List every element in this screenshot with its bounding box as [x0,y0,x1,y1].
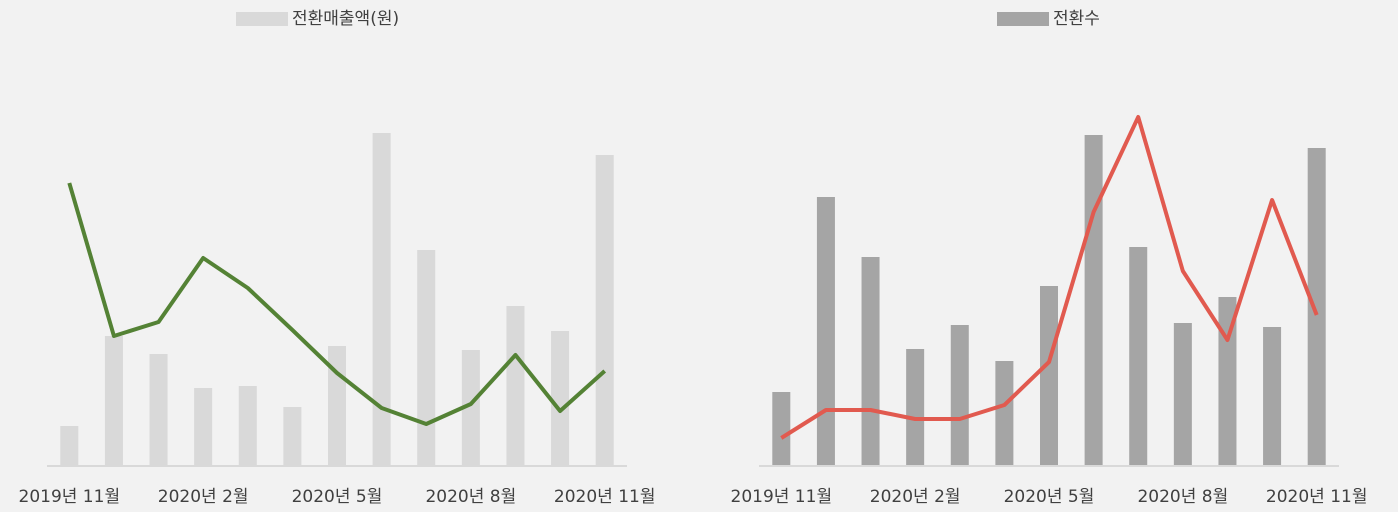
bar [906,349,925,466]
legend-label: 전환매출액(원) [292,9,399,29]
legend-label: 전환수 [1053,9,1100,29]
bar [1173,323,1192,466]
legend-swatch [997,12,1049,26]
x-tick-label: 2020년 11월 [1266,487,1368,507]
bar [995,361,1014,466]
line [67,182,607,426]
bar [861,257,880,466]
bar [1040,286,1058,466]
bar [60,426,79,466]
x-tick-label: 2019년 11월 [19,487,121,507]
bar [149,354,168,466]
x-tick-label: 2020년 5월 [292,487,383,507]
bar [1263,327,1282,466]
bar [1084,135,1103,466]
bar [1129,247,1148,466]
bar [104,336,123,466]
x-tick-label: 2020년 2월 [158,487,249,507]
legend-swatch [236,12,288,26]
bar [950,325,969,466]
bar [506,306,525,466]
bar [283,407,302,466]
bar [372,133,391,466]
bar [551,331,570,466]
x-tick-label: 2020년 2월 [870,487,961,507]
line [780,115,1319,440]
x-tick-label: 2019년 11월 [731,487,833,507]
x-tick-label: 2020년 11월 [554,487,656,507]
bar [595,155,614,466]
bar [772,392,791,466]
bar [1307,148,1326,466]
bar [328,346,346,466]
bar [194,388,213,466]
bar [238,386,257,466]
x-tick-label: 2020년 8월 [1137,487,1228,507]
x-tick-label: 2020년 8월 [425,487,516,507]
bar [816,197,835,466]
bar [417,250,436,466]
bar [1218,297,1237,466]
bar [461,350,480,466]
x-tick-label: 2020년 5월 [1004,487,1095,507]
